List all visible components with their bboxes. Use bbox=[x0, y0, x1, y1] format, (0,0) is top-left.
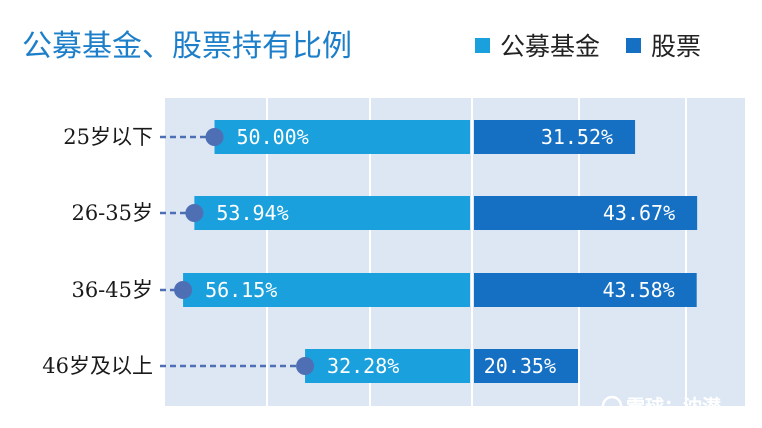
category-label: 46岁及以上 bbox=[42, 354, 153, 378]
category-labels: 25岁以下 26-35岁 36-45岁 46岁及以上 bbox=[42, 125, 153, 378]
connector-marker bbox=[296, 357, 315, 375]
bar-stock bbox=[474, 196, 698, 230]
value-label-stock: 43.67% bbox=[603, 201, 675, 225]
connectors bbox=[160, 128, 315, 375]
bar-stock bbox=[474, 273, 697, 307]
category-label: 26-35岁 bbox=[71, 201, 153, 225]
snowball-logo-icon bbox=[601, 395, 623, 417]
value-label-stock: 43.58% bbox=[602, 278, 674, 302]
category-label: 25岁以下 bbox=[63, 125, 153, 149]
connector-marker bbox=[174, 281, 193, 299]
chart-title: 公募基金、股票持有比例 bbox=[22, 29, 352, 64]
bars bbox=[183, 120, 698, 383]
value-label-fund: 50.00% bbox=[237, 125, 309, 149]
value-label-stock: 31.52% bbox=[541, 125, 613, 149]
watermark: 雪球：沈潜 bbox=[601, 395, 722, 418]
bar-fund bbox=[214, 120, 470, 154]
legend-swatch-stock bbox=[626, 38, 641, 53]
bar-stock bbox=[474, 120, 636, 154]
legend-label-fund: 公募基金 bbox=[500, 32, 600, 61]
connector-marker bbox=[185, 204, 204, 222]
value-labels: 50.00% 31.52% 53.94% 43.67% 56.15% 43.58% 32.2… bbox=[205, 125, 675, 378]
connector-marker bbox=[205, 128, 224, 146]
legend-swatch-fund bbox=[475, 38, 490, 53]
bar-fund bbox=[194, 196, 471, 230]
value-label-fund: 32.28% bbox=[327, 354, 399, 378]
legend-label-stock: 股票 bbox=[651, 32, 701, 61]
bar-fund bbox=[305, 349, 470, 383]
value-label-fund: 53.94% bbox=[216, 201, 288, 225]
watermark-text: 雪球：沈潜 bbox=[626, 395, 722, 418]
value-label-fund: 56.15% bbox=[205, 278, 277, 302]
bar-stock bbox=[474, 349, 578, 383]
value-label-stock: 20.35% bbox=[484, 354, 556, 378]
bar-fund bbox=[183, 273, 471, 307]
category-label: 36-45岁 bbox=[71, 278, 153, 302]
